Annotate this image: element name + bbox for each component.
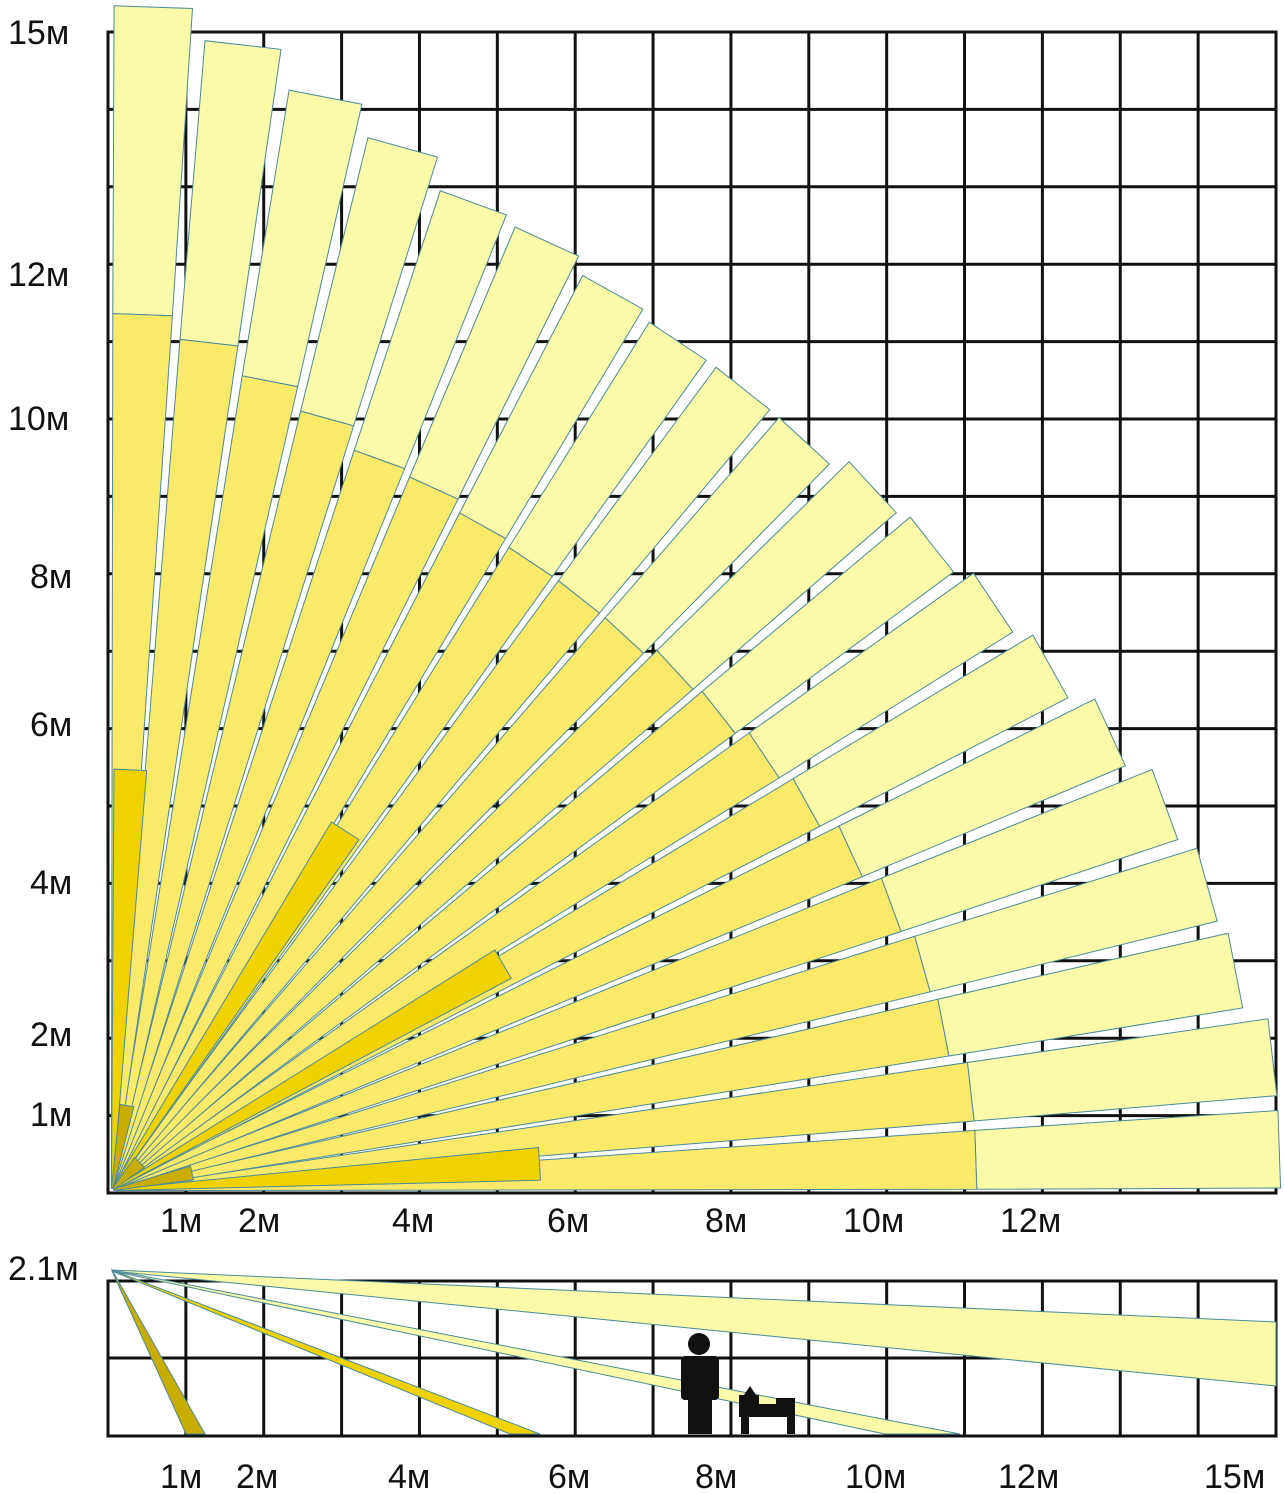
side-x-label-10m: 10м [845,1458,906,1494]
x-label-12m: 12м [1000,1202,1061,1240]
side-x-label-15m: 15м [1204,1458,1265,1494]
y-label-8m: 8м [30,558,72,596]
side-view-x-axis-labels: 1м 2м 4м 6м 8м 10м 12м 15м [160,1458,1265,1494]
side-x-label-12m: 12м [998,1458,1059,1494]
side-x-label-8m: 8м [695,1458,737,1494]
y-label-2m: 2м [30,1016,72,1054]
x-label-2m: 2м [238,1202,280,1240]
x-label-8m: 8м [705,1202,747,1240]
y-label-1m: 1м [30,1096,72,1134]
side-view: 2.1м 1м 2м 4м 6м 8м 10м 12м 15м [8,1250,1278,1494]
dog-silhouette-icon [739,1386,795,1434]
side-height-label: 2.1м [8,1250,79,1288]
side-x-label-4m: 4м [388,1458,430,1494]
side-x-label-1m: 1м [160,1458,202,1494]
side-x-label-2m: 2м [236,1458,278,1494]
top-view-beams [110,5,1282,1192]
y-label-6m: 6м [30,706,72,744]
top-view-y-axis-labels: 15м 12м 10м 8м 6м 4м 2м 1м [8,14,72,1134]
y-label-4m: 4м [30,864,72,902]
top-view: 15м 12м 10м 8м 6м 4м 2м 1м 1м 2м 4м 6м 8… [8,5,1282,1240]
x-label-10m: 10м [843,1202,904,1240]
side-x-label-6m: 6м [548,1458,590,1494]
x-label-1m: 1м [160,1202,202,1240]
person-silhouette-icon [681,1333,719,1434]
y-label-12m: 12м [8,256,69,294]
x-label-4m: 4м [392,1202,434,1240]
side-beam-4 [111,1268,206,1435]
y-label-10m: 10м [8,400,69,438]
beam-close-zone [111,1156,146,1191]
top-view-x-axis-labels: 1м 2м 4м 6м 8м 10м 12м [160,1202,1061,1240]
y-label-15m: 15м [8,14,69,52]
x-label-6m: 6м [547,1202,589,1240]
